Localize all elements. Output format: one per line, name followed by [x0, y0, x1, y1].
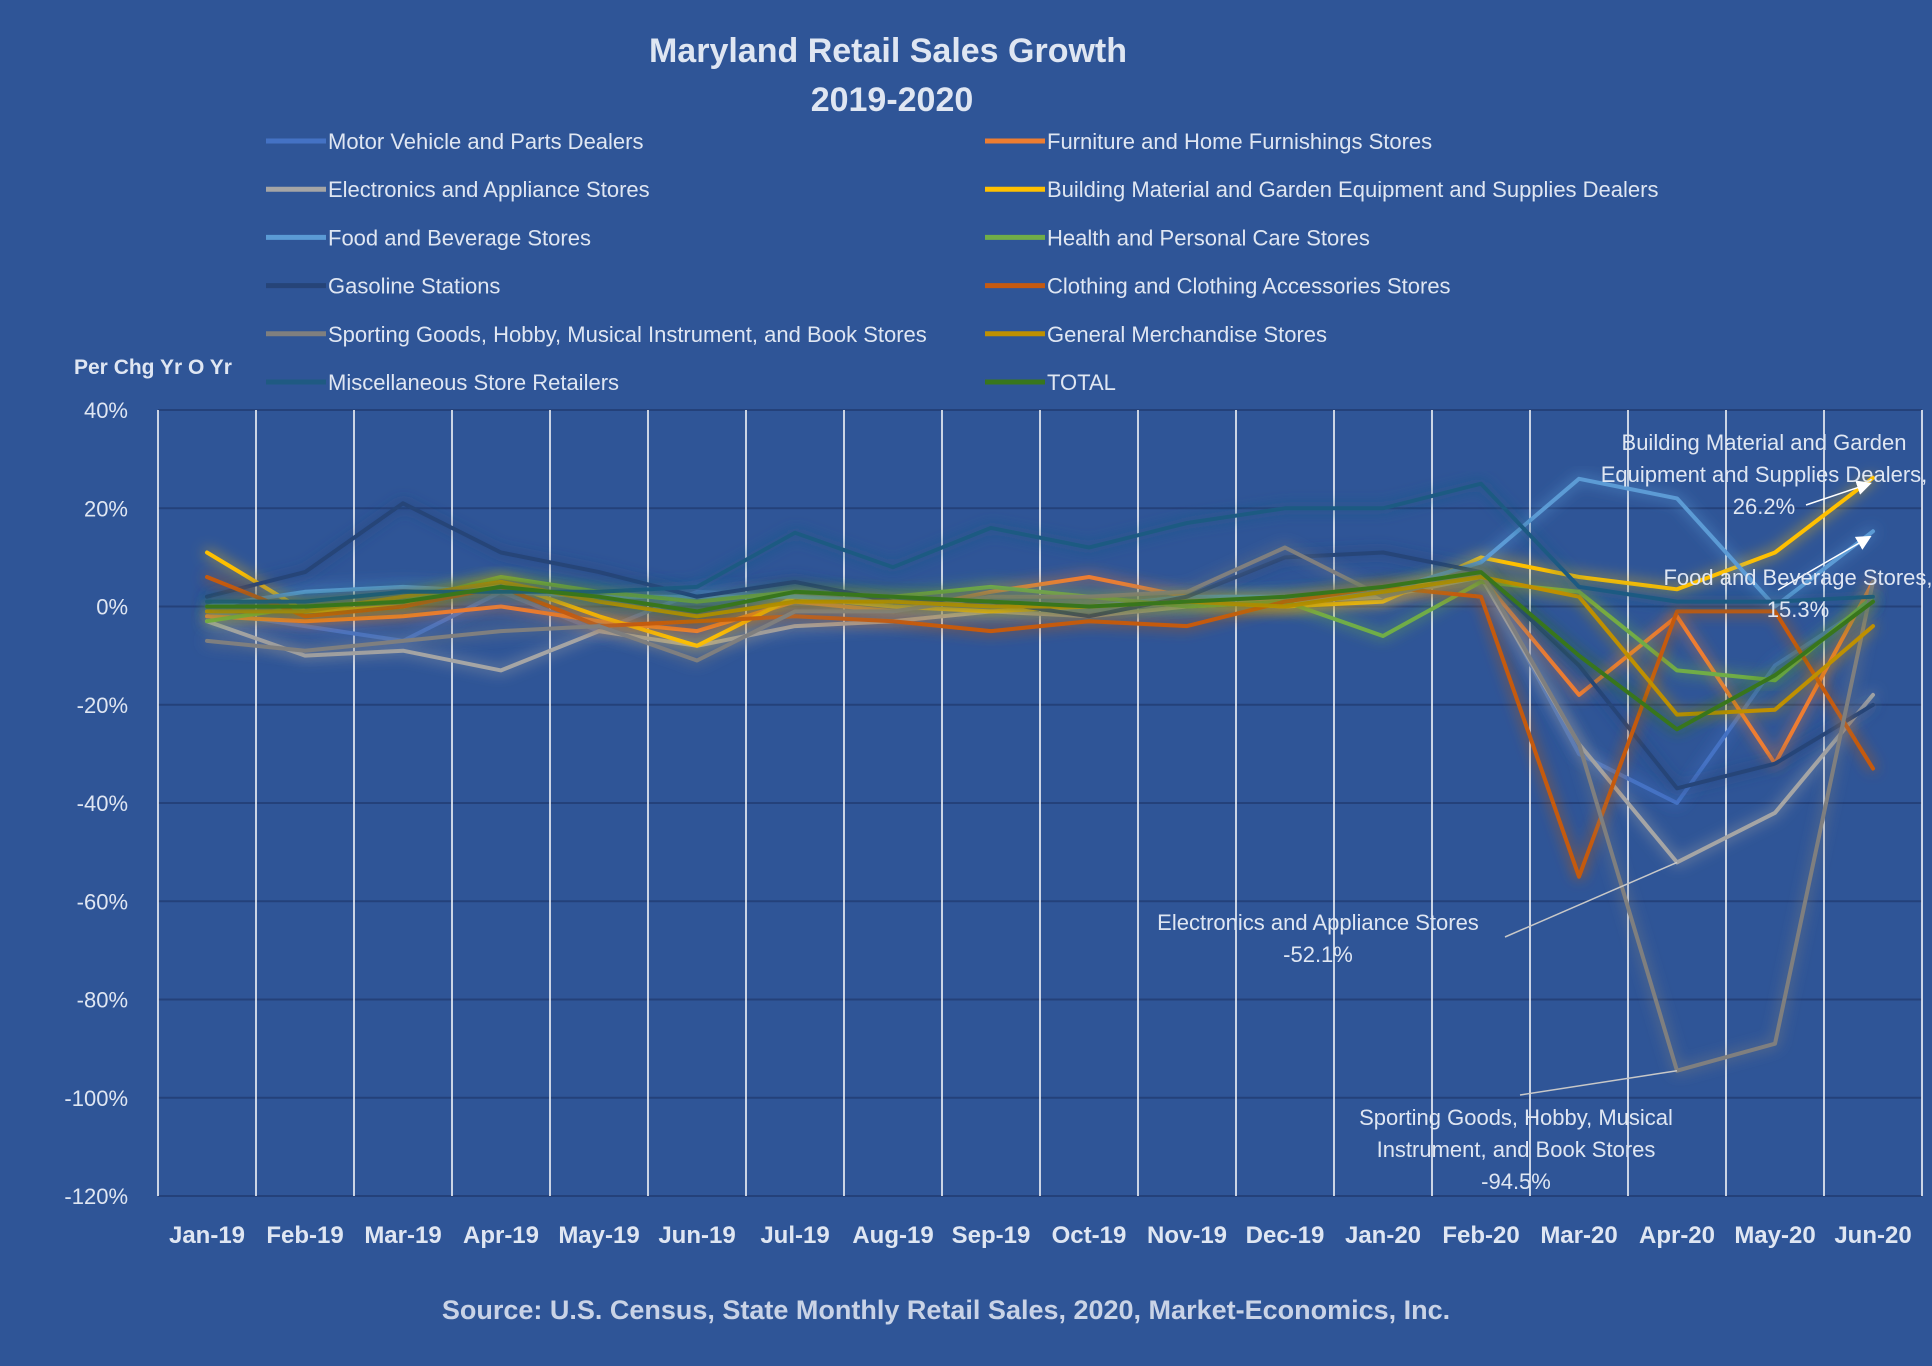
annotations: Building Material and Garden Equipment an… — [1157, 430, 1932, 1194]
y-tick-label: -20% — [77, 693, 128, 718]
annotation-text: -52.1% — [1283, 942, 1353, 967]
legend-label: Gasoline Stations — [328, 274, 500, 299]
annotation-leader-line — [1504, 861, 1678, 938]
annotation-electronics-and-appliance-stores: Electronics and Appliance Stores -52.1% — [1157, 861, 1678, 967]
series-lines — [205, 475, 1875, 1073]
annotation-text: 26.2% — [1733, 494, 1795, 519]
chart-title: Maryland Retail Sales Growth — [649, 32, 1127, 70]
series-line-total — [205, 570, 1875, 732]
x-tick-label: May-19 — [558, 1222, 639, 1249]
series-line-electronics-and-appliance-stores — [205, 575, 1875, 865]
annotation-text: Building Material and Garden — [1622, 430, 1907, 455]
legend-item-gasoline-stations: Gasoline Stations — [266, 274, 500, 299]
legend-label: Electronics and Appliance Stores — [328, 177, 650, 202]
legend-label: Furniture and Home Furnishings Stores — [1047, 129, 1432, 154]
legend-item-miscellaneous-store-retailers: Miscellaneous Store Retailers — [266, 370, 619, 395]
legend-label: TOTAL — [1047, 370, 1116, 395]
x-tick-label: Apr-20 — [1639, 1222, 1715, 1249]
legend-label: Motor Vehicle and Parts Dealers — [328, 129, 644, 154]
legend-item-health-and-personal-care-stores: Health and Personal Care Stores — [985, 225, 1370, 250]
y-axis-ticks: 40% 20% 0% -20% -40% -60% -80% -100% -120% — [64, 398, 128, 1209]
series-line-general-merchandise-stores — [205, 575, 1875, 717]
x-tick-label: Mar-19 — [364, 1222, 441, 1249]
chart-subtitle: 2019-2020 — [811, 81, 974, 119]
x-tick-label: Apr-19 — [463, 1222, 539, 1249]
y-axis-label: Per Chg Yr O Yr — [74, 356, 232, 379]
legend-item-clothing-and-clothing-accessories-stores: Clothing and Clothing Accessories Stores — [985, 274, 1451, 299]
y-tick-label: 40% — [84, 398, 128, 423]
series-line-furniture-and-home-furnishings-stores — [205, 575, 1875, 766]
legend-item-food-and-beverage-stores: Food and Beverage Stores — [266, 225, 591, 250]
annotation-text: -94.5% — [1481, 1169, 1551, 1194]
series-line-sporting-goods-hobby-musical-instrument-and-book-stores — [205, 545, 1875, 1073]
source-note: Source: U.S. Census, State Monthly Retai… — [442, 1295, 1450, 1325]
y-tick-label: -60% — [77, 889, 128, 914]
annotation-leader-line — [1805, 480, 1872, 506]
x-tick-label: Feb-19 — [266, 1222, 343, 1249]
annotation-text: Food and Beverage Stores, — [1663, 565, 1932, 590]
legend-item-building-material-and-garden-equipment-and-supplies-dealers: Building Material and Garden Equipment a… — [985, 177, 1658, 202]
x-tick-label: Sep-19 — [952, 1222, 1031, 1249]
annotation-leader-line — [1777, 535, 1872, 591]
legend-item-furniture-and-home-furnishings-stores: Furniture and Home Furnishings Stores — [985, 129, 1432, 154]
x-tick-label: Dec-19 — [1246, 1222, 1325, 1249]
series-line-gasoline-stations — [205, 501, 1875, 791]
legend: Motor Vehicle and Parts Dealers Furniture… — [266, 129, 1658, 395]
legend-item-total: TOTAL — [985, 370, 1116, 395]
legend-label: Miscellaneous Store Retailers — [328, 370, 619, 395]
x-tick-label: Jun-20 — [1834, 1222, 1911, 1249]
x-tick-label: Feb-20 — [1442, 1222, 1519, 1249]
y-tick-label: -40% — [77, 791, 128, 816]
legend-label: General Merchandise Stores — [1047, 322, 1327, 347]
x-tick-label: Jan-19 — [169, 1222, 245, 1249]
legend-label: Building Material and Garden Equipment a… — [1047, 177, 1658, 202]
series-line-health-and-personal-care-stores — [205, 575, 1875, 683]
x-axis-ticks: Jan-19 Feb-19 Mar-19 Apr-19 May-19 Jun-19 Jul-… — [169, 1222, 1912, 1249]
x-tick-label: Aug-19 — [852, 1222, 933, 1249]
legend-item-general-merchandise-stores: General Merchandise Stores — [985, 322, 1327, 347]
legend-label: Sporting Goods, Hobby, Musical Instrumen… — [328, 322, 927, 347]
x-tick-label: Oct-19 — [1052, 1222, 1127, 1249]
annotation-food-and-beverage-stores: Food and Beverage Stores, 15.3% — [1663, 535, 1932, 622]
x-tick-label: Nov-19 — [1147, 1222, 1227, 1249]
annotation-leader-line — [1519, 1069, 1678, 1096]
legend-item-sporting-goods-hobby-musical-instrument-and-book-stores: Sporting Goods, Hobby, Musical Instrumen… — [266, 322, 927, 347]
x-tick-label: Jan-20 — [1345, 1222, 1421, 1249]
x-tick-label: Jun-19 — [658, 1222, 735, 1249]
annotation-text: Sporting Goods, Hobby, Musical — [1359, 1105, 1673, 1130]
legend-label: Health and Personal Care Stores — [1047, 225, 1370, 250]
y-tick-label: 20% — [84, 496, 128, 521]
annotation-text: 15.3% — [1767, 597, 1829, 622]
y-tick-label: 0% — [96, 595, 128, 620]
y-tick-label: -120% — [64, 1184, 128, 1209]
annotation-text: Equipment and Supplies Dealers, — [1601, 462, 1928, 487]
x-tick-label: Jul-19 — [760, 1222, 829, 1249]
legend-item-electronics-and-appliance-stores: Electronics and Appliance Stores — [266, 177, 650, 202]
series-line-miscellaneous-store-retailers — [205, 481, 1875, 604]
legend-item-motor-vehicle-and-parts-dealers: Motor Vehicle and Parts Dealers — [266, 129, 644, 154]
legend-label: Food and Beverage Stores — [328, 225, 591, 250]
x-tick-label: Mar-20 — [1540, 1222, 1617, 1249]
gridlines — [157, 409, 1923, 1197]
y-tick-label: -100% — [64, 1086, 128, 1111]
x-tick-label: May-20 — [1734, 1222, 1815, 1249]
annotation-sporting-goods-hobby-musical-instrument-and-book-stores: Sporting Goods, Hobby, Musical Instrument… — [1359, 1069, 1678, 1194]
annotation-text: Instrument, and Book Stores — [1377, 1137, 1656, 1162]
annotation-building-material-and-garden-equipment-and-supplies-dealers: Building Material and Garden Equipment an… — [1601, 430, 1928, 519]
annotation-text: Electronics and Appliance Stores — [1157, 910, 1479, 935]
legend-label: Clothing and Clothing Accessories Stores — [1047, 274, 1451, 299]
y-tick-label: -80% — [77, 988, 128, 1013]
